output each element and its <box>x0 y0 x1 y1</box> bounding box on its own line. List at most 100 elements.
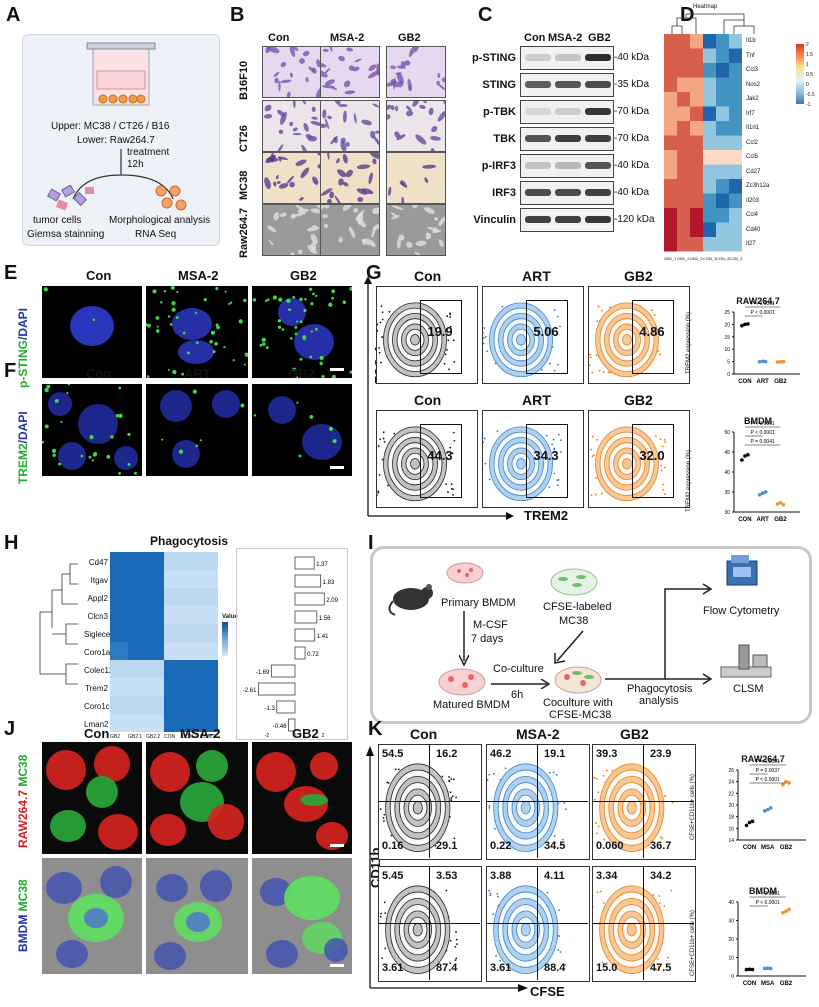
cell-stain <box>290 213 296 219</box>
p-value: P < 0.0001 <box>756 759 780 765</box>
heatmap-cell <box>690 179 703 194</box>
event-dot <box>452 431 455 434</box>
data-point <box>781 782 785 787</box>
nucleus <box>302 424 342 460</box>
heatmap-cell <box>664 237 677 252</box>
cell-stain <box>340 140 347 151</box>
fluor-dot <box>192 389 197 394</box>
dish-cfse <box>550 568 598 596</box>
event-dot <box>504 767 507 770</box>
h-sample-label: CON.2 <box>200 734 216 740</box>
heatmap-cell <box>677 135 690 150</box>
event-dot <box>381 318 384 321</box>
cell-stain <box>280 79 292 84</box>
h-heat-cell <box>128 588 146 606</box>
y-tick-label: 40 <box>728 900 734 906</box>
fluor-dot <box>312 292 315 296</box>
fluor-dot <box>261 337 266 342</box>
event-dot <box>456 943 458 946</box>
event-dot <box>607 371 610 374</box>
cell-blob <box>46 750 86 790</box>
cell-blob <box>256 752 296 792</box>
cell-stain <box>267 225 277 233</box>
y-tick-label: 15 <box>724 335 730 341</box>
fluor-dot <box>294 332 298 336</box>
cell-stain <box>321 205 328 212</box>
event-dot <box>662 483 664 486</box>
blot-strip <box>520 154 614 178</box>
g-gate <box>526 424 568 498</box>
heatmap-cell <box>664 135 677 150</box>
fluor-dot <box>80 454 84 458</box>
fluor-dot <box>91 459 94 462</box>
cell-stain <box>265 47 272 54</box>
heatmap-cell <box>729 63 742 78</box>
cell-blob <box>196 750 228 782</box>
event-dot <box>377 329 379 332</box>
event-dot <box>590 494 593 496</box>
cell-stain <box>396 134 406 141</box>
event-dot <box>540 368 543 371</box>
p-value: P < 0.0001 <box>751 310 775 316</box>
h-sample-label: GB2.2 <box>146 734 161 740</box>
fluor-dot <box>118 472 122 475</box>
event-dot <box>454 946 457 948</box>
data-point <box>765 966 770 971</box>
scale-tick: 0 <box>806 82 809 88</box>
event-dot <box>651 968 654 970</box>
fluor-dot <box>328 302 333 307</box>
blot-band <box>555 216 581 223</box>
fluor-dot <box>134 471 137 475</box>
i-cfse2: MC38 <box>559 615 589 627</box>
k-quad-ul: 5.45 <box>382 870 404 882</box>
heatmap-cell <box>677 164 690 179</box>
event-dot <box>377 491 380 494</box>
event-dot <box>383 440 386 443</box>
event-dot <box>658 902 661 904</box>
i-cocwith2: CFSE-MC38 <box>549 709 612 721</box>
contour <box>412 801 423 815</box>
kda-1: -35 kDa <box>614 79 650 90</box>
cell-blob <box>94 746 130 782</box>
fluor-dot <box>167 368 170 371</box>
fluor-dot <box>155 316 160 320</box>
event-dot <box>455 931 457 933</box>
fluor-dot <box>146 323 148 326</box>
cell-stain <box>321 85 335 89</box>
heatmap-cell <box>690 48 703 63</box>
event-dot <box>451 452 454 455</box>
k-quad-ur: 23.9 <box>650 748 672 760</box>
cell-stain <box>303 122 309 132</box>
heatmap-cell <box>729 179 742 194</box>
cell-stain <box>342 181 349 187</box>
cell-blob <box>100 866 132 898</box>
event-dot <box>564 808 567 811</box>
event-dot <box>492 772 495 775</box>
giemsa-image <box>386 204 446 256</box>
g-gate-value: 32.0 <box>639 448 665 463</box>
data-point <box>775 502 780 506</box>
h-sample-label: CON <box>164 734 176 740</box>
event-dot <box>483 437 486 440</box>
giemsa-image <box>320 46 380 98</box>
cell-stain <box>316 59 321 68</box>
cell-stain <box>357 212 364 225</box>
event-dot <box>448 368 450 371</box>
fluor-dot <box>60 420 63 424</box>
cell-stain <box>338 104 348 108</box>
fc-bar <box>294 556 315 570</box>
event-dot <box>549 771 551 774</box>
g-dotplot-bmdm-ylabel: TREM2 expression (%) <box>686 449 692 512</box>
heatmap-cell <box>677 222 690 237</box>
h-heat-cell <box>200 588 218 606</box>
k-col-msa: MSA-2 <box>516 726 560 742</box>
event-dot <box>548 486 551 489</box>
i-clsm: CLSM <box>733 683 764 695</box>
blot-band <box>525 108 551 115</box>
event-dot <box>379 915 382 918</box>
cell-stain <box>356 164 371 170</box>
h-heat-cell <box>128 552 146 570</box>
cell-stain <box>307 245 318 254</box>
event-dot <box>380 912 383 915</box>
cell-stain <box>436 80 440 86</box>
